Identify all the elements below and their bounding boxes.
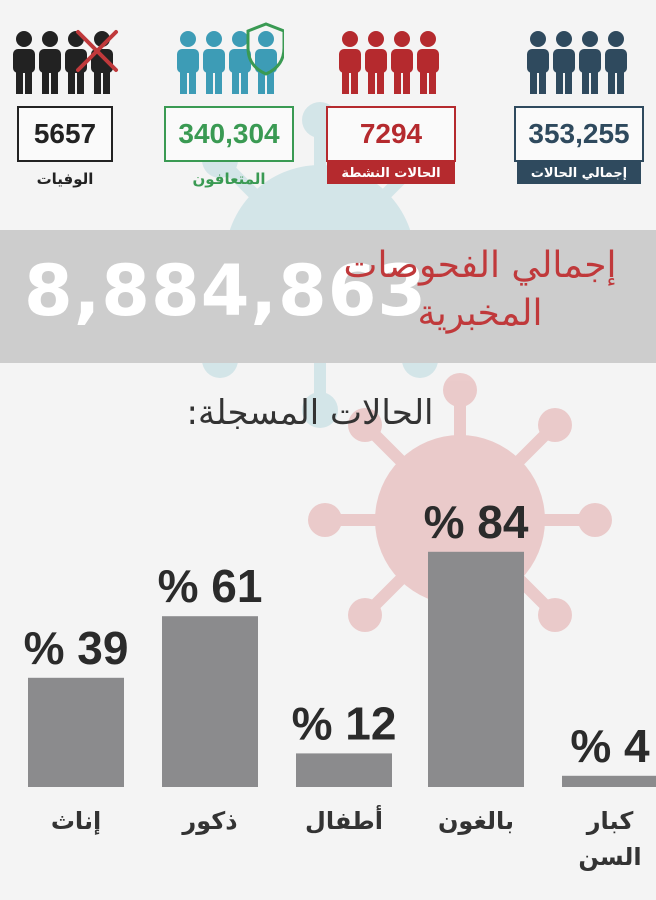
tests-label-line1: إجمالي الفحوصات — [343, 245, 617, 286]
stat-recovered: 340,304 المتعافون — [164, 22, 294, 188]
person-figure — [579, 31, 601, 94]
people-icon — [527, 31, 627, 94]
stat-value: 5657 — [17, 106, 113, 162]
category-label: السن — [578, 843, 641, 871]
stat-value: 7294 — [326, 106, 456, 162]
category-label: أطفال — [305, 805, 383, 835]
bar-value-label: % 4 — [570, 720, 650, 772]
bar-4 — [562, 775, 656, 787]
person-figure — [391, 31, 413, 94]
bar-2 — [296, 753, 392, 787]
bar-1 — [162, 616, 258, 787]
tests-band — [0, 230, 656, 363]
person-figure — [39, 31, 61, 94]
stat-value: 353,255 — [514, 106, 644, 162]
stat-label: الوفيات — [36, 170, 94, 188]
person-figure — [177, 31, 199, 94]
people-icon — [13, 30, 118, 94]
tests-label-line2: المخبرية — [417, 293, 543, 334]
tests-total-value: 8,884,863 — [24, 250, 428, 332]
person-figure — [229, 31, 251, 94]
people-icon — [177, 22, 284, 94]
bar-value-label: % 61 — [158, 560, 263, 612]
person-figure — [365, 31, 387, 94]
bar-value-label: % 39 — [24, 622, 129, 674]
person-figure — [527, 31, 549, 94]
person-figure — [255, 31, 277, 94]
registered-cases-chart: % 39 إناث % 61 ذكور % 12 أطفال % 84 بالغون % 4 كب… — [24, 496, 656, 871]
stat-label: إجمالي الحالات — [516, 162, 642, 184]
bar-0 — [28, 677, 124, 787]
person-figure — [13, 31, 35, 94]
category-label: بالغون — [438, 807, 514, 835]
people-icon — [339, 31, 439, 94]
x-mark-icon — [76, 30, 118, 72]
category-label: ذكور — [181, 807, 237, 835]
stat-label: المتعافون — [192, 170, 266, 188]
shield-icon — [246, 22, 284, 76]
category-label: كبار — [586, 807, 634, 835]
bar-value-label: % 84 — [424, 496, 529, 548]
stat-deaths: 5657 الوفيات — [0, 26, 130, 188]
person-figure — [203, 31, 225, 94]
person-figure — [91, 31, 113, 94]
person-figure — [553, 31, 575, 94]
tests-total-label: إجمالي الفحوصات المخبرية — [330, 242, 630, 338]
category-label: إناث — [51, 807, 101, 835]
stat-active: 7294 الحالات النشطة — [326, 30, 456, 184]
person-figure — [417, 31, 439, 94]
stat-label: الحالات النشطة — [327, 162, 455, 184]
person-figure — [605, 31, 627, 94]
stat-total: 353,255 إجمالي الحالات — [514, 30, 644, 184]
registered-cases-title: الحالات المسجلة: — [186, 393, 434, 433]
stat-value: 340,304 — [164, 106, 294, 162]
bar-value-label: % 12 — [292, 697, 397, 749]
person-figure — [339, 31, 361, 94]
bar-3 — [428, 551, 524, 787]
